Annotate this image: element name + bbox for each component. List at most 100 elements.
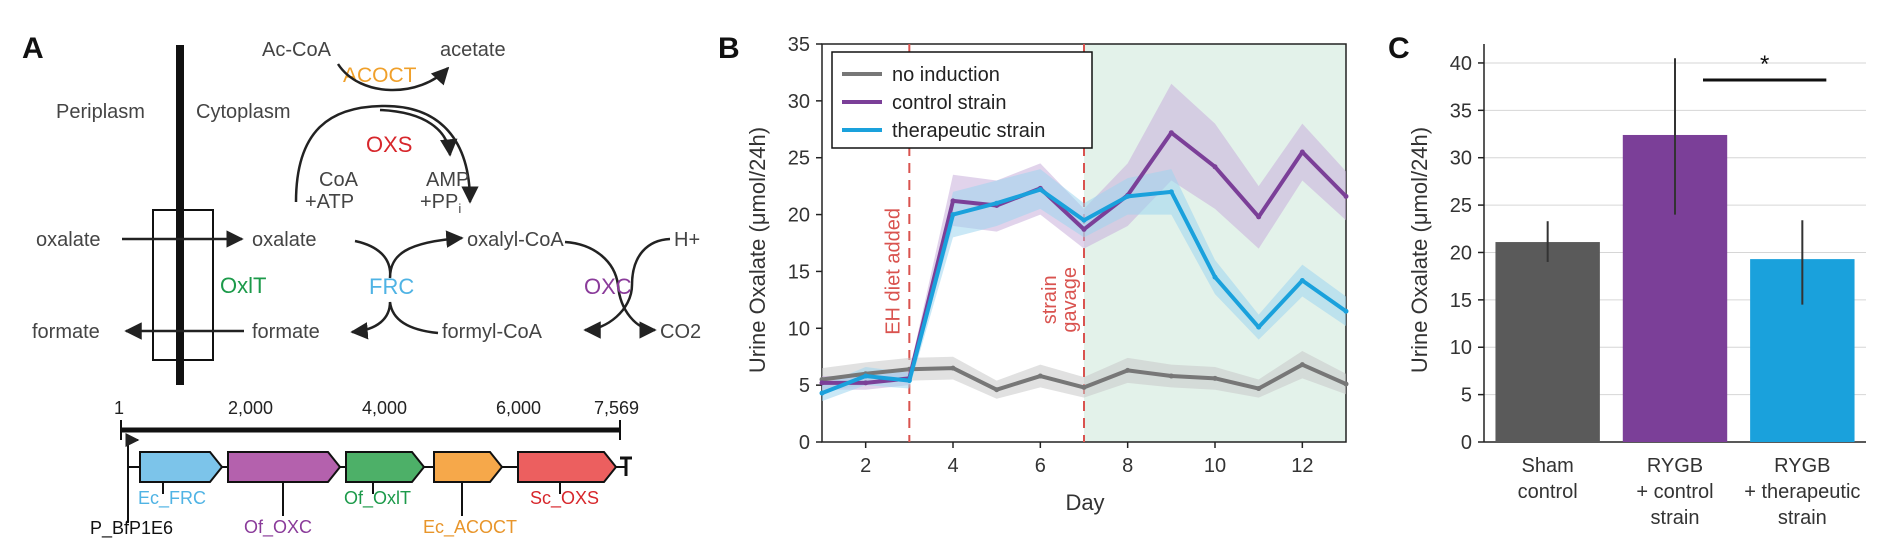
formate-in-label: formate — [252, 321, 320, 343]
therapeutic-strain-point — [950, 212, 956, 218]
no-induction-point — [1125, 367, 1131, 373]
coa-label: CoA — [319, 169, 359, 191]
oxc-left-arrow — [583, 237, 671, 339]
oxs-arc-arrow — [294, 104, 479, 204]
acoct-arrow — [336, 63, 450, 92]
no-induction-point — [994, 387, 1000, 393]
amp-label: AMP — [426, 169, 469, 191]
no-induction-point — [950, 365, 956, 371]
therapeutic-strain-point — [1212, 274, 1218, 280]
significance-star: * — [1760, 51, 1769, 78]
h-plus-label: H+ — [674, 229, 700, 251]
y-tick-label-40: 40 — [1450, 53, 1472, 75]
acetate-label: acetate — [440, 39, 506, 61]
oxalyl-coa-label: oxalyl-CoA — [467, 229, 564, 251]
category-label-rygb-control-strain: + control — [1636, 481, 1713, 503]
therapeutic-strain-point — [1037, 187, 1043, 193]
legend-therapeutic-strain: therapeutic strain — [892, 120, 1045, 142]
gene-label-sc-oxs: Sc_OXS — [530, 488, 599, 509]
therapeutic-strain-point — [1168, 189, 1174, 195]
control-strain-point — [819, 380, 825, 386]
transporter-box — [152, 209, 214, 361]
scale-tick-2000: 2,000 — [228, 398, 273, 418]
x-tick-label-6: 6 — [1035, 455, 1046, 477]
gene-label-of-oxc: Of_OXC — [244, 517, 312, 538]
strain-annotation: strain — [1039, 275, 1061, 324]
gene-label-ec-frc: Ec_FRC — [138, 488, 206, 509]
y-tick-label-10: 10 — [788, 318, 810, 340]
line-chart: 0 5 10 15 20 25 30 35 2 4 6 8 10 12 — [788, 34, 1349, 477]
control-strain-point — [1299, 149, 1305, 155]
x-tick-label-4: 4 — [947, 455, 958, 477]
c-ylabel: Urine Oxalate (μmol/24h) — [1407, 127, 1432, 373]
scale-tick-4000: 4,000 — [362, 398, 407, 418]
therapeutic-strain-point — [1299, 278, 1305, 284]
svg-text:+PPi: +PPi — [420, 191, 461, 216]
y-tick-label-5: 5 — [799, 375, 810, 397]
therapeutic-strain-point — [863, 373, 869, 379]
formyl-coa-label: formyl-CoA — [442, 321, 543, 343]
y-tick-label-5: 5 — [1461, 385, 1472, 407]
bar-chart: 0 5 10 15 20 25 30 35 40 Sham control RYGB + control… — [1450, 44, 1866, 529]
scale-tick-6000: 6,000 — [496, 398, 541, 418]
bar-sham-control — [1495, 242, 1600, 442]
frc-bottom-arrow — [350, 301, 439, 340]
y-tick-label-15: 15 — [1450, 290, 1472, 312]
category-label-rygb-control-strain: strain — [1651, 507, 1700, 529]
no-induction-point — [1212, 375, 1218, 381]
y-tick-label-35: 35 — [788, 34, 810, 56]
y-tick-label-30: 30 — [788, 91, 810, 113]
ppi-label: +PP — [420, 191, 458, 213]
no-induction-point — [1256, 386, 1262, 392]
y-tick-label-20: 20 — [788, 205, 810, 227]
periplasm-label: Periplasm — [56, 101, 145, 123]
category-label-sham-control: control — [1518, 481, 1578, 503]
atp-label: +ATP — [305, 191, 354, 213]
y-tick-label-25: 25 — [1450, 195, 1472, 217]
b-ylabel: Urine Oxalate (μmol/24h) — [745, 127, 770, 373]
y-tick-label-15: 15 — [788, 261, 810, 283]
co2-label: CO2 — [660, 321, 701, 343]
oxc-right-arrow — [564, 240, 657, 339]
oxalate-in-label: oxalate — [252, 229, 317, 251]
category-label-rygb-therapeutic-strain: + therapeutic — [1744, 481, 1860, 503]
category-label-rygb-therapeutic-strain: strain — [1778, 507, 1827, 529]
therapeutic-strain-point — [1256, 324, 1262, 330]
oxc-label: OXC — [584, 274, 632, 299]
gene-ec-acoct — [433, 451, 504, 483]
therapeutic-strain-error-band — [822, 169, 1346, 402]
oxlt-label: OxlT — [220, 273, 266, 298]
scale-tick-1: 1 — [114, 398, 124, 418]
frc-top-arrow — [354, 230, 464, 279]
gene-label-of-oxlt: Of_OxlT — [344, 488, 411, 509]
gene-of-oxlt — [345, 451, 426, 483]
control-strain-point — [1343, 193, 1349, 199]
therapeutic-strain-point — [1343, 308, 1349, 314]
panel-label-b: B — [718, 32, 740, 65]
no-induction-point — [1299, 362, 1305, 368]
therapeutic-strain-point — [1081, 217, 1087, 223]
x-tick-label-2: 2 — [860, 455, 871, 477]
therapeutic-strain-point — [819, 390, 825, 396]
b-xlabel: Day — [1065, 490, 1104, 515]
frc-label: FRC — [369, 274, 414, 299]
no-induction-error-band — [822, 351, 1346, 399]
promoter-label: P_BfP1E6 — [90, 518, 173, 539]
x-tick-label-10: 10 — [1204, 455, 1226, 477]
y-tick-label-30: 30 — [1450, 148, 1472, 170]
y-tick-label-10: 10 — [1450, 337, 1472, 359]
cytoplasm-label: Cytoplasm — [196, 101, 290, 123]
control-strain-point — [1212, 164, 1218, 170]
y-tick-label-0: 0 — [799, 432, 810, 454]
panel-label-c: C — [1388, 32, 1410, 65]
no-induction-point — [1037, 373, 1043, 379]
category-label-sham-control: Sham — [1522, 455, 1574, 477]
y-tick-label-25: 25 — [788, 148, 810, 170]
oxs-label: OXS — [366, 132, 412, 157]
x-tick-label-8: 8 — [1122, 455, 1133, 477]
ppi-subscript: i — [458, 201, 461, 216]
category-label-rygb-therapeutic-strain: RYGB — [1774, 455, 1830, 477]
y-tick-label-0: 0 — [1461, 432, 1472, 454]
therapeutic-strain-point — [1125, 193, 1131, 199]
